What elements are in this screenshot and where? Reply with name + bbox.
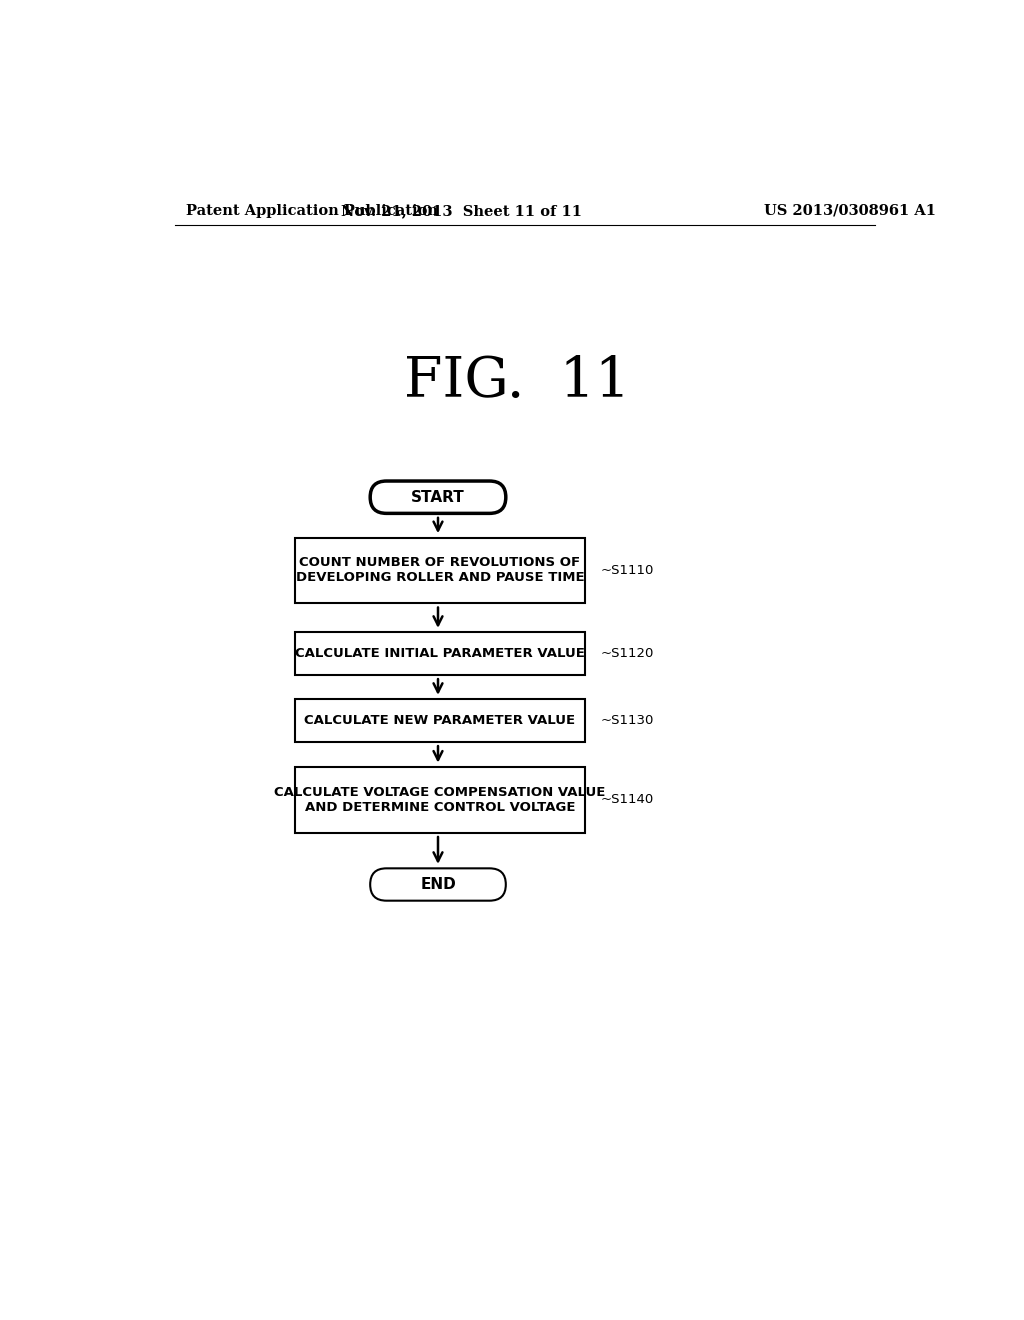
Text: US 2013/0308961 A1: US 2013/0308961 A1 xyxy=(764,203,936,218)
Text: Nov. 21, 2013  Sheet 11 of 11: Nov. 21, 2013 Sheet 11 of 11 xyxy=(341,203,582,218)
FancyBboxPatch shape xyxy=(295,632,586,675)
Text: ~S1110: ~S1110 xyxy=(601,564,654,577)
FancyBboxPatch shape xyxy=(295,700,586,742)
Text: FIG.  11: FIG. 11 xyxy=(403,354,630,409)
Text: ~S1120: ~S1120 xyxy=(601,647,654,660)
Text: Patent Application Publication: Patent Application Publication xyxy=(186,203,438,218)
Text: CALCULATE INITIAL PARAMETER VALUE: CALCULATE INITIAL PARAMETER VALUE xyxy=(295,647,585,660)
Text: START: START xyxy=(411,490,465,504)
FancyBboxPatch shape xyxy=(371,480,506,513)
Text: ~S1140: ~S1140 xyxy=(601,793,654,807)
FancyBboxPatch shape xyxy=(371,869,506,900)
Text: COUNT NUMBER OF REVOLUTIONS OF
DEVELOPING ROLLER AND PAUSE TIME: COUNT NUMBER OF REVOLUTIONS OF DEVELOPIN… xyxy=(296,556,585,585)
FancyBboxPatch shape xyxy=(295,767,586,833)
Text: CALCULATE NEW PARAMETER VALUE: CALCULATE NEW PARAMETER VALUE xyxy=(304,714,575,727)
FancyBboxPatch shape xyxy=(295,537,586,603)
Text: END: END xyxy=(420,876,456,892)
Text: CALCULATE VOLTAGE COMPENSATION VALUE
AND DETERMINE CONTROL VOLTAGE: CALCULATE VOLTAGE COMPENSATION VALUE AND… xyxy=(274,785,605,814)
Text: ~S1130: ~S1130 xyxy=(601,714,654,727)
